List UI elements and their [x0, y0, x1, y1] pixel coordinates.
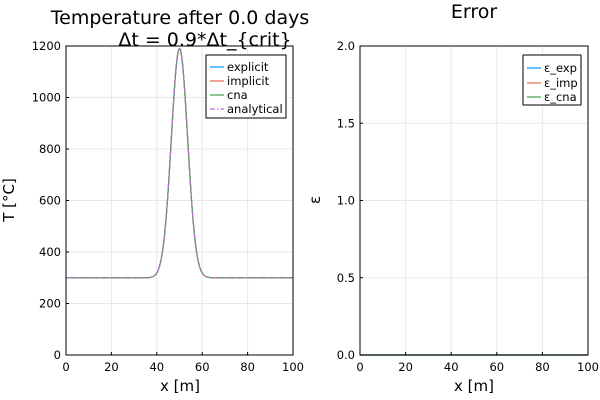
legend-label-explicit: explicit: [227, 60, 269, 74]
error-xtick-label-1: 20: [398, 360, 413, 374]
legend-label-eps-imp: ε_imp: [544, 76, 578, 90]
legend-label-cna: cna: [227, 88, 248, 102]
temperature-xtick-label-1: 20: [104, 360, 119, 374]
error-ytick-label-1: 0.5: [337, 271, 355, 285]
temperature-title-line1: Temperature after 0.0 days: [50, 7, 310, 29]
temperature-series: [66, 47, 293, 279]
error-xtick-label-5: 100: [577, 360, 599, 374]
error-ytick-label-0: 0.0: [337, 348, 355, 362]
temperature-ytick-label-5: 1000: [32, 91, 61, 105]
error-legend: ε_exp ε_imp ε_cna: [522, 54, 582, 106]
temperature-xlabel: x [m]: [160, 377, 200, 395]
temperature-xtick-label-3: 60: [195, 360, 210, 374]
error-xtick-label-2: 40: [444, 360, 459, 374]
error-ticks: 0 20 40 60 80 100 0.0 0.5 1.0 1.5 2.0: [337, 39, 599, 374]
temperature-legend: explicit implicit cna analytical: [205, 54, 287, 119]
temperature-xtick-label-2: 40: [149, 360, 164, 374]
temperature-ytick-label-1: 200: [39, 297, 61, 311]
error-ylabel: ε: [306, 196, 324, 204]
error-ytick-label-3: 1.5: [337, 116, 355, 130]
error-ytick-label-4: 2.0: [337, 39, 355, 53]
error-panel: 0 20 40 60 80 1000.00.51.01.52.0 Error x [m] …: [306, 1, 599, 395]
temperature-ytick-label-2: 400: [39, 245, 61, 259]
legend-label-eps-cna: ε_cna: [544, 90, 577, 104]
error-ytick-label-2: 1.0: [337, 194, 355, 208]
error-title: Error: [451, 1, 498, 23]
temperature-legend-box: [205, 54, 287, 119]
legend-label-implicit: implicit: [227, 74, 270, 88]
error-xtick-label-4: 80: [535, 360, 550, 374]
error-xlabel: x [m]: [454, 377, 494, 395]
error-xtick-label-3: 60: [489, 360, 504, 374]
temperature-ytick-label-3: 600: [39, 194, 61, 208]
temperature-ytick-label-6: 1200: [32, 39, 61, 53]
temperature-ytick-label-4: 800: [39, 142, 61, 156]
legend-label-eps-exp: ε_exp: [544, 61, 577, 75]
temperature-series-analytical: [66, 47, 293, 279]
temperature-ytick-label-0: 0: [54, 348, 61, 362]
temperature-xtick-label-0: 0: [62, 360, 69, 374]
temperature-ylabel: T [°C]: [0, 178, 18, 223]
error-xtick-label-0: 0: [356, 360, 363, 374]
temperature-xtick-label-5: 100: [282, 360, 304, 374]
legend-label-analytical: analytical: [227, 102, 283, 116]
temperature-xtick-label-4: 80: [240, 360, 255, 374]
temperature-title-line2: Δt = 0.9*Δt_{crit}: [118, 29, 291, 51]
